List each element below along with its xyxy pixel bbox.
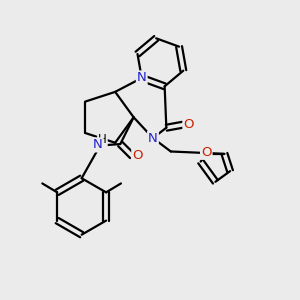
Text: H: H — [98, 133, 107, 146]
Text: O: O — [183, 118, 194, 131]
Text: N: N — [93, 138, 103, 152]
Text: O: O — [201, 146, 211, 159]
Text: N: N — [148, 132, 158, 145]
Text: N: N — [137, 71, 147, 85]
Text: O: O — [132, 149, 143, 162]
